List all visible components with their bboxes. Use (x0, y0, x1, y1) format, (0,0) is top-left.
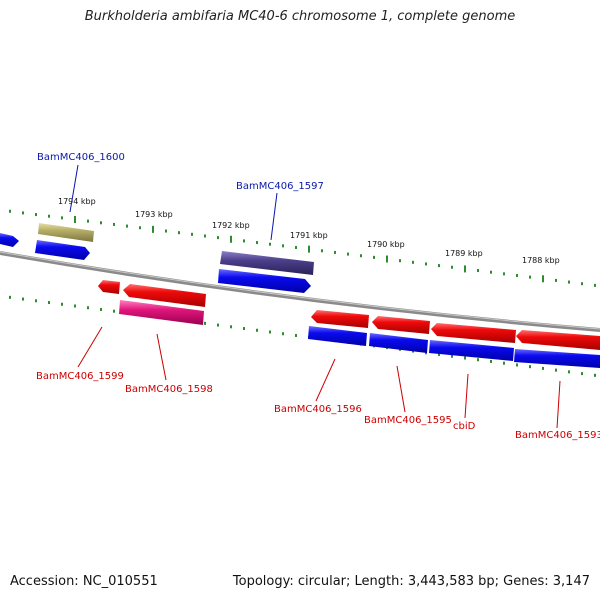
gene-arrow-1593-blue[interactable] (514, 349, 600, 368)
kbp-label-1794: 1794 kbp (58, 197, 96, 206)
gene-label-1600[interactable]: BamMC406_1600 (37, 152, 125, 163)
gene-arrow-1596-blue[interactable] (308, 326, 367, 346)
kbp-label-1793: 1793 kbp (135, 210, 173, 219)
gene-arrow-1598-pink[interactable] (119, 300, 204, 325)
gene-arrow-1595-blue[interactable] (369, 333, 428, 353)
gene-arrow-1600[interactable] (35, 240, 90, 260)
leader-line-cbiD (464, 373, 469, 419)
gene-label-1599[interactable]: BamMC406_1599 (36, 371, 124, 382)
gene-arrow-1595[interactable] (372, 316, 430, 334)
genome-backbone (0, 251, 600, 332)
kbp-label-1790: 1790 kbp (367, 240, 405, 249)
gene-label-1597[interactable]: BamMC406_1597 (236, 181, 324, 192)
gene-arrow-1596[interactable] (311, 310, 369, 328)
gene-arrow-1597-purple[interactable] (220, 251, 314, 275)
gene-arrow-1593[interactable] (516, 330, 600, 350)
genome-stats-text: Topology: circular; Length: 3,443,583 bp… (232, 574, 590, 589)
gene-label-cbiD[interactable]: cbiD (453, 421, 476, 432)
gene-arrow-1598-red[interactable] (123, 284, 206, 307)
gene-label-1593[interactable]: BamMC406_1593 (515, 430, 600, 441)
leader-line-1599 (77, 326, 103, 368)
gene-arrow-cbiD[interactable] (431, 323, 516, 343)
leader-line-1598 (156, 333, 167, 381)
gene-label-1595[interactable]: BamMC406_1595 (364, 415, 452, 426)
leader-line-1597 (270, 192, 278, 241)
kbp-label-1791: 1791 kbp (290, 231, 328, 240)
gene-arrow-1599[interactable] (98, 280, 120, 294)
map-title: Burkholderia ambifaria MC40-6 chromosome… (84, 9, 516, 24)
kbp-label-1792: 1792 kbp (212, 221, 250, 230)
gene-arrow-1597[interactable] (218, 269, 311, 293)
leader-line-1593 (556, 380, 561, 429)
kbp-label-1788: 1788 kbp (522, 256, 560, 265)
gene-arrow-1600-olive[interactable] (38, 223, 94, 242)
leader-line-1596 (315, 358, 336, 402)
gene-label-1598[interactable]: BamMC406_1598 (125, 384, 213, 395)
leader-line-1595 (396, 365, 406, 413)
tick-row-upper (9, 209, 596, 287)
gene-arrow-left-edge[interactable] (0, 233, 19, 247)
leader-line-1600 (69, 164, 79, 213)
gene-arrow-cbiD-blue[interactable] (429, 340, 514, 361)
kbp-label-1789: 1789 kbp (445, 249, 483, 258)
accession-text: Accession: NC_010551 (10, 574, 158, 589)
gene-label-1596[interactable]: BamMC406_1596 (274, 404, 362, 415)
